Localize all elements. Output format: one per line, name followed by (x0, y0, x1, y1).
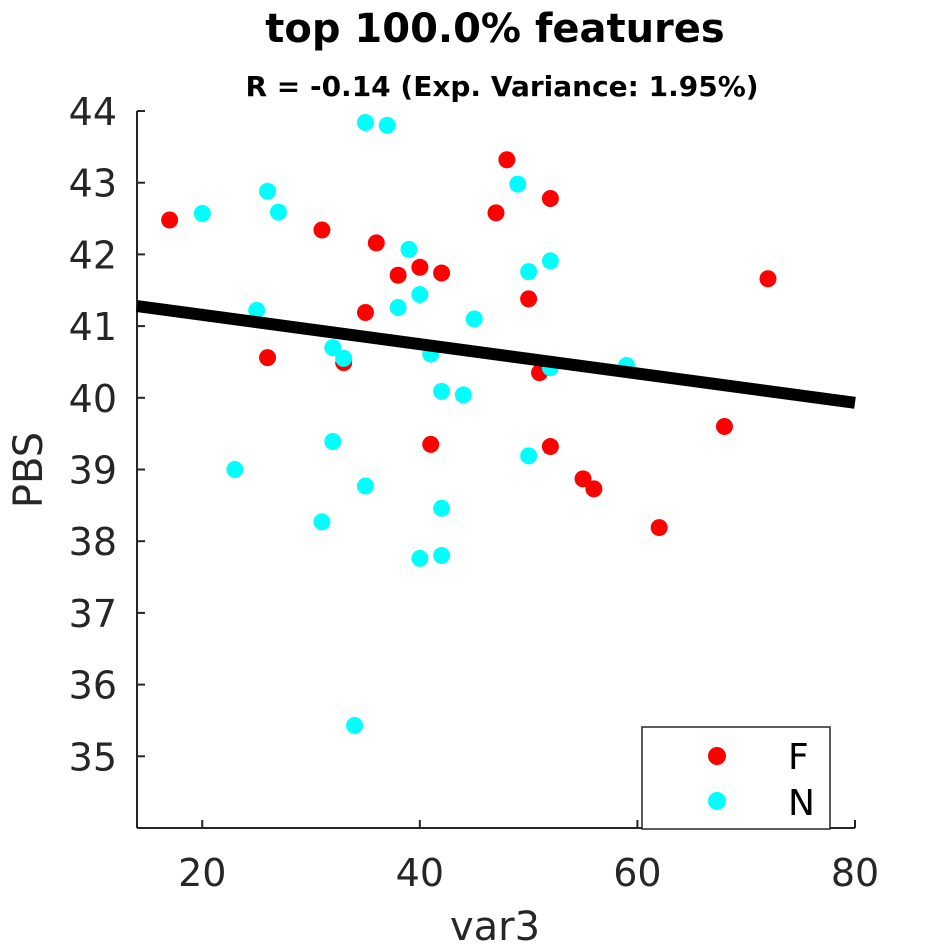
data-point-n (324, 433, 342, 451)
legend-box (641, 726, 831, 830)
y-tick-label: 35 (69, 735, 117, 779)
x-tick-label: 80 (831, 851, 879, 895)
x-tick-label: 60 (613, 851, 661, 895)
data-point-n (433, 547, 451, 565)
legend: F N (641, 726, 831, 830)
data-point-f (759, 270, 777, 288)
data-point-f (650, 519, 668, 537)
tick-marks (137, 110, 856, 828)
y-tick-label: 37 (69, 592, 117, 636)
x-tick-label: 40 (396, 851, 444, 895)
data-point-n (433, 499, 451, 517)
data-point-f (541, 189, 559, 207)
data-point-n (433, 382, 451, 400)
data-point-n (411, 549, 429, 567)
data-point-n (356, 477, 374, 495)
y-axis-label: PBS (6, 432, 52, 508)
data-point-n (541, 252, 559, 270)
y-tick-label: 41 (69, 305, 117, 349)
data-point-n (346, 716, 364, 734)
data-point-n (248, 301, 266, 319)
data-point-f (433, 264, 451, 282)
data-point-f (356, 303, 374, 321)
x-tick-label: 20 (178, 851, 226, 895)
data-point-f (520, 290, 538, 308)
data-point-f (259, 349, 277, 367)
data-point-f (367, 234, 385, 252)
data-point-n (520, 447, 538, 465)
data-point-f (389, 266, 407, 284)
data-point-f (715, 417, 733, 435)
y-tick-label: 36 (69, 664, 117, 708)
data-points (161, 113, 777, 734)
tick-labels: 20 40 60 80 35 36 37 38 39 40 41 42 43 44 (69, 90, 880, 895)
data-point-f (411, 258, 429, 276)
y-tick-label: 38 (69, 520, 117, 564)
data-point-n (269, 203, 287, 221)
y-tick-label: 43 (69, 162, 117, 206)
fit-line-group (136, 300, 856, 409)
data-point-f (585, 480, 603, 498)
fit-line (136, 300, 856, 409)
y-tick-label: 39 (69, 449, 117, 493)
data-point-f (574, 470, 592, 488)
data-point-n (378, 116, 396, 134)
data-point-n (313, 513, 331, 531)
y-tick-label: 44 (69, 90, 117, 134)
data-point-f (422, 435, 440, 453)
data-point-n (454, 386, 472, 404)
legend-label-f: F (788, 737, 809, 778)
data-point-f (161, 211, 179, 229)
data-point-n (509, 175, 527, 193)
data-point-n (324, 339, 342, 357)
data-point-f (313, 221, 331, 239)
data-point-f (487, 204, 505, 222)
y-tick-label: 40 (69, 377, 117, 421)
data-point-f (498, 151, 516, 169)
chart-subtitle: R = -0.14 (Exp. Variance: 1.95%) (245, 70, 758, 103)
data-point-n (400, 240, 418, 258)
legend-marker-n (708, 792, 726, 810)
data-point-n (356, 113, 374, 131)
data-point-n (465, 310, 483, 328)
data-point-f (541, 438, 559, 456)
x-axis-label: var3 (450, 904, 540, 945)
data-point-n (259, 182, 277, 200)
y-tick-label: 42 (69, 233, 117, 277)
legend-label-n: N (788, 783, 815, 824)
data-point-n (520, 263, 538, 281)
data-point-n (335, 349, 353, 367)
data-point-n (389, 298, 407, 316)
data-point-n (226, 461, 244, 478)
data-point-n (411, 286, 429, 304)
chart-title: top 100.0% features (265, 6, 724, 52)
data-point-n (193, 205, 211, 223)
legend-marker-f (708, 747, 726, 765)
